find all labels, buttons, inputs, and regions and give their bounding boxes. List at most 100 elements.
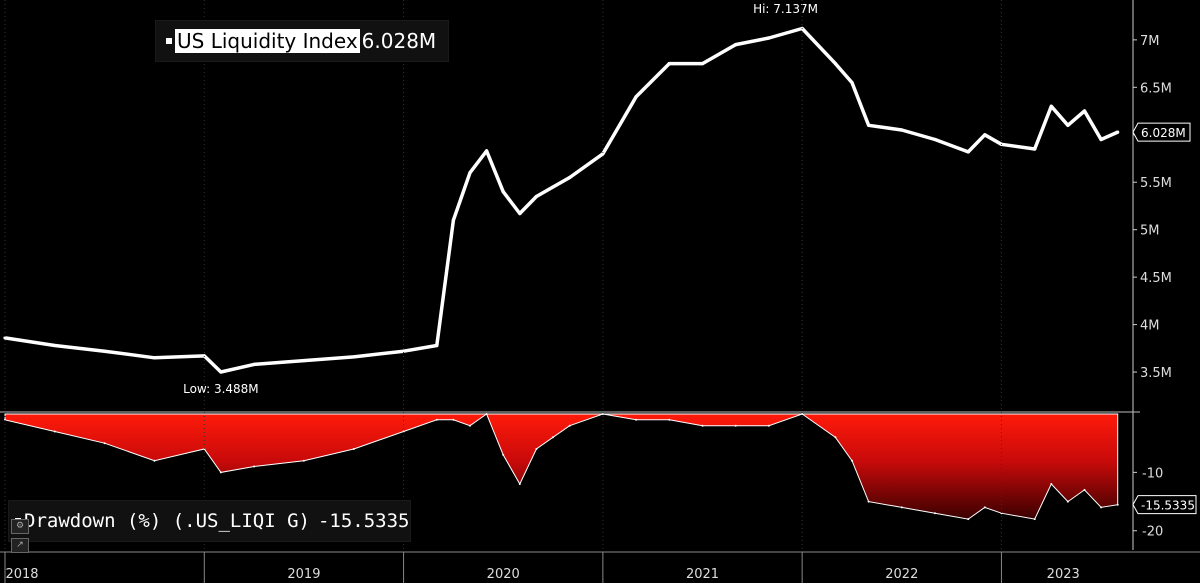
drawdown-point	[53, 430, 56, 433]
liquidity-index-point	[402, 349, 406, 353]
liquidity-index-point	[485, 149, 489, 153]
drawdown-point	[601, 413, 604, 415]
drawdown-point	[103, 442, 106, 445]
legend-series-value: -15.5335	[317, 510, 410, 532]
liquidity-index-point	[767, 36, 771, 40]
x-tick-label: 2020	[487, 567, 520, 582]
y-tick-label: -20	[1142, 525, 1163, 540]
liquidity-index-point	[568, 175, 572, 180]
drawdown-point	[851, 459, 853, 462]
drawdown-point	[767, 424, 770, 427]
chart-tools: ⚙ ↗	[11, 519, 37, 553]
liquidity-index-point	[53, 343, 57, 348]
liquidity-index-point	[1082, 109, 1087, 113]
drawdown-point	[452, 418, 455, 421]
liquidity-index-point	[1116, 130, 1120, 134]
x-tick-label: 2021	[686, 567, 719, 582]
liquidity-index-point	[468, 171, 472, 175]
drawdown-point	[352, 448, 355, 450]
x-tick-label: 2023	[1047, 567, 1080, 582]
liquidity-index-point	[435, 343, 439, 348]
liquidity-index-point	[833, 62, 838, 66]
drawdown-point	[801, 413, 804, 415]
liquidity-index-point	[518, 211, 522, 216]
drawdown-point	[967, 518, 970, 521]
liquidity-index-point	[850, 81, 854, 85]
drawdown-point	[900, 506, 903, 509]
drawdown-point	[1033, 518, 1036, 521]
drawdown-point	[1100, 506, 1103, 509]
drawdown-point	[435, 418, 438, 421]
drawdown-point	[253, 465, 256, 468]
y-tick-label: 6.5M	[1140, 81, 1172, 96]
drawdown-point	[1116, 503, 1119, 506]
liquidity-index-point	[1099, 137, 1103, 142]
legend-series-name: US Liquidity Index	[175, 29, 360, 53]
y-tick-label: 7M	[1140, 34, 1160, 49]
liquidity-index-point	[966, 150, 970, 154]
drawdown-point	[1083, 488, 1086, 491]
liquidity-index-point	[202, 354, 206, 358]
legend-liquidity-index[interactable]: US Liquidity Index 6.028M	[155, 20, 450, 62]
liquidity-index-point	[103, 349, 107, 353]
liquidity-index-point	[219, 370, 223, 374]
liquidity-index-point	[700, 62, 705, 66]
legend-series-name: Drawdown (%) (.US_LIQI G)	[24, 510, 310, 532]
svg-text:6.028M: 6.028M	[1141, 126, 1186, 140]
liquidity-index-point	[451, 218, 455, 222]
drawdown-point	[518, 483, 521, 485]
liquidity-index-point	[667, 62, 671, 66]
legend-drawdown[interactable]: Drawdown (%) (.US_LIQI G) -15.5335	[8, 500, 411, 542]
y-tick-label: 5M	[1140, 224, 1160, 239]
x-tick-label: 2018	[5, 567, 38, 582]
drawdown-point	[635, 418, 638, 421]
liquidity-index-point	[534, 194, 539, 199]
y-tick-label: 3.5M	[1140, 366, 1172, 381]
liquidity-index-point	[352, 355, 356, 359]
drawdown-point	[302, 459, 305, 462]
liquidity-index-point	[734, 43, 738, 47]
drawdown-panel	[4, 413, 1119, 521]
drawdown-point	[469, 424, 471, 427]
drawdown-point	[834, 436, 837, 439]
last-value-tag-drawdown: -15.5335	[1132, 495, 1197, 515]
drawdown-point	[1066, 500, 1069, 503]
drawdown-point	[701, 424, 704, 427]
liquidity-index-point	[634, 95, 638, 99]
y-tick-label: 4.5M	[1140, 271, 1172, 286]
svg-text:-15.5335: -15.5335	[1141, 499, 1195, 513]
legend-marker	[166, 38, 172, 44]
y-tick-label: 5.5M	[1140, 176, 1172, 191]
high-annotation: Hi: 7.137M	[753, 2, 818, 16]
liquidity-index-point	[1049, 104, 1053, 108]
liquidity-index-point	[867, 123, 871, 127]
drawdown-point	[983, 506, 986, 509]
y-tick-label: -10	[1142, 466, 1163, 481]
liquidity-index-point	[1066, 123, 1070, 127]
liquidity-index-point	[601, 152, 605, 156]
drawdown-point	[668, 418, 671, 421]
drawdown-point	[485, 413, 488, 415]
drawdown-point	[934, 512, 936, 515]
low-annotation: Low: 3.488M	[183, 382, 259, 396]
liquidity-index-point	[900, 128, 904, 132]
chart-type-icon[interactable]: ↗	[11, 538, 29, 553]
drawdown-point	[552, 436, 554, 439]
legend-series-value: 6.028M	[361, 29, 437, 53]
liquidity-index-point	[252, 362, 256, 366]
drawdown-point	[219, 471, 222, 474]
last-value-tag-index: 6.028M	[1132, 122, 1191, 142]
drawdown-point	[1050, 483, 1053, 485]
liquidity-index-point	[983, 133, 987, 137]
x-tick-label: 2019	[287, 567, 320, 582]
drawdown-point	[153, 459, 156, 462]
liquidity-index-point	[302, 359, 306, 363]
liquidity-index-point	[1033, 147, 1037, 151]
drawdown-point	[734, 424, 737, 427]
liquidity-index-point	[551, 185, 555, 189]
drawdown-point	[535, 448, 538, 450]
liquidity-index-line	[4, 26, 1119, 374]
settings-icon[interactable]: ⚙	[11, 519, 29, 534]
